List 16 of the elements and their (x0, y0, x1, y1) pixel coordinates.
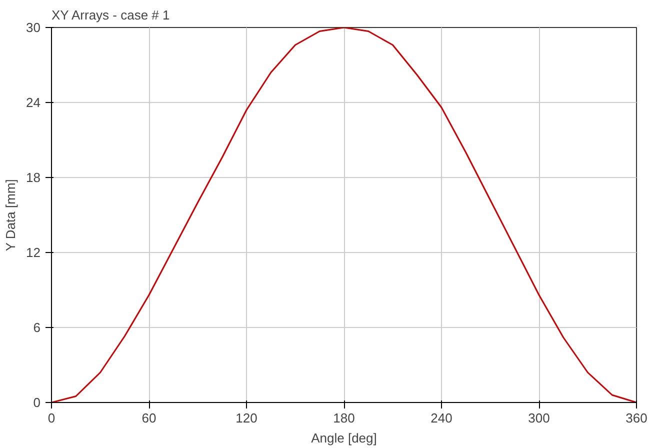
y-tick-label: 18 (26, 170, 41, 185)
y-axis-title: Y Data [mm] (3, 179, 18, 252)
y-tick-label: 30 (26, 20, 41, 35)
x-tick-label: 180 (333, 410, 355, 426)
chart-title: XY Arrays - case # 1 (52, 8, 170, 22)
x-tick-label: 300 (528, 410, 550, 426)
y-tick-label: 6 (33, 320, 41, 335)
x-tick-label: 360 (626, 410, 648, 426)
x-tick-label: 120 (236, 410, 258, 426)
x-axis-title: Angle [deg] (311, 430, 377, 446)
x-tick-label: 240 (430, 410, 452, 426)
y-tick-label: 24 (26, 95, 41, 110)
x-tick-label: 0 (48, 410, 56, 426)
y-tick-label: 12 (26, 245, 41, 260)
y-tick-label: 0 (33, 395, 41, 410)
x-tick-label: 60 (142, 410, 156, 426)
